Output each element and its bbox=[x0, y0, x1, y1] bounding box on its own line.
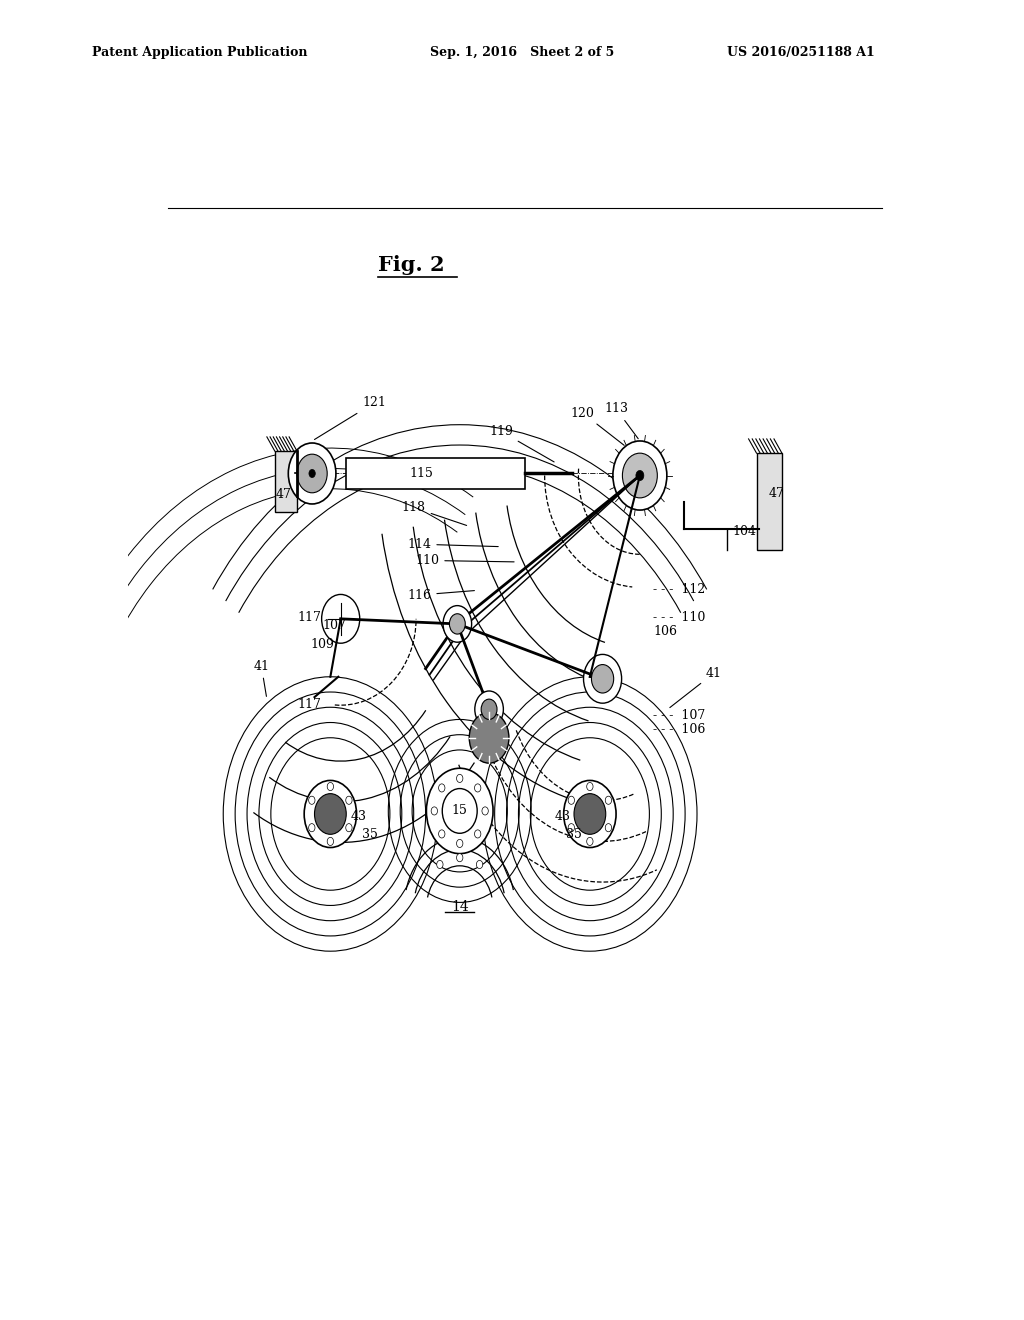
Circle shape bbox=[346, 824, 352, 832]
Circle shape bbox=[297, 454, 328, 492]
Circle shape bbox=[426, 768, 494, 854]
Bar bbox=[757, 453, 782, 549]
Text: - - -  112: - - - 112 bbox=[653, 583, 706, 595]
Circle shape bbox=[475, 690, 504, 727]
Circle shape bbox=[438, 784, 445, 792]
Text: 109: 109 bbox=[310, 638, 334, 651]
Text: 115: 115 bbox=[410, 467, 433, 480]
Text: 113: 113 bbox=[604, 403, 638, 438]
Circle shape bbox=[584, 655, 622, 704]
Circle shape bbox=[436, 861, 443, 869]
Circle shape bbox=[568, 796, 574, 804]
Circle shape bbox=[457, 840, 463, 847]
Text: 43: 43 bbox=[350, 809, 367, 822]
Circle shape bbox=[309, 470, 315, 478]
Text: - - -  106: - - - 106 bbox=[653, 723, 706, 737]
Text: 116: 116 bbox=[408, 589, 474, 602]
Circle shape bbox=[457, 854, 463, 862]
Text: 110: 110 bbox=[416, 554, 514, 568]
Circle shape bbox=[476, 861, 482, 869]
Text: 120: 120 bbox=[570, 407, 625, 445]
Text: US 2016/0251188 A1: US 2016/0251188 A1 bbox=[727, 46, 874, 59]
Text: 43: 43 bbox=[555, 809, 571, 822]
Circle shape bbox=[474, 784, 481, 792]
Circle shape bbox=[481, 700, 497, 719]
Circle shape bbox=[469, 713, 509, 763]
Circle shape bbox=[322, 594, 359, 643]
Text: 119: 119 bbox=[489, 425, 554, 462]
Circle shape bbox=[443, 606, 472, 643]
Bar bbox=[274, 451, 297, 512]
Circle shape bbox=[605, 824, 611, 832]
Circle shape bbox=[328, 783, 334, 791]
Circle shape bbox=[438, 830, 445, 838]
Text: - - -  107: - - - 107 bbox=[653, 709, 706, 722]
Circle shape bbox=[314, 793, 346, 834]
Text: 106: 106 bbox=[653, 624, 677, 638]
Text: 47: 47 bbox=[768, 487, 784, 500]
Circle shape bbox=[346, 796, 352, 804]
Circle shape bbox=[431, 807, 437, 814]
Text: 41: 41 bbox=[253, 660, 269, 697]
Circle shape bbox=[613, 441, 667, 510]
Circle shape bbox=[605, 796, 611, 804]
Text: 114: 114 bbox=[408, 537, 499, 550]
Text: 35: 35 bbox=[362, 828, 378, 841]
Circle shape bbox=[563, 780, 616, 847]
Circle shape bbox=[587, 837, 593, 846]
Circle shape bbox=[304, 780, 356, 847]
Text: 104: 104 bbox=[733, 525, 757, 539]
Circle shape bbox=[308, 796, 315, 804]
Circle shape bbox=[289, 444, 336, 504]
Text: 117: 117 bbox=[297, 698, 321, 710]
Circle shape bbox=[450, 614, 465, 634]
Circle shape bbox=[442, 788, 477, 833]
Circle shape bbox=[574, 793, 606, 834]
Text: 117: 117 bbox=[297, 611, 321, 624]
Text: Patent Application Publication: Patent Application Publication bbox=[92, 46, 307, 59]
Text: Sep. 1, 2016   Sheet 2 of 5: Sep. 1, 2016 Sheet 2 of 5 bbox=[430, 46, 614, 59]
Circle shape bbox=[587, 783, 593, 791]
Bar bbox=[346, 458, 524, 488]
Text: 47: 47 bbox=[275, 488, 292, 502]
Circle shape bbox=[457, 775, 463, 783]
Circle shape bbox=[328, 837, 334, 846]
Text: - - -  110: - - - 110 bbox=[653, 611, 706, 624]
Circle shape bbox=[592, 664, 613, 693]
Text: 107: 107 bbox=[323, 619, 346, 632]
Circle shape bbox=[308, 824, 315, 832]
Text: 14: 14 bbox=[451, 900, 469, 915]
Circle shape bbox=[568, 824, 574, 832]
Circle shape bbox=[623, 453, 657, 498]
Circle shape bbox=[474, 830, 481, 838]
Circle shape bbox=[482, 807, 488, 814]
Text: 41: 41 bbox=[670, 667, 722, 708]
Text: Fig. 2: Fig. 2 bbox=[378, 255, 444, 276]
Text: 121: 121 bbox=[314, 396, 386, 440]
Text: 15: 15 bbox=[452, 804, 468, 817]
Circle shape bbox=[636, 470, 644, 480]
Text: 35: 35 bbox=[566, 828, 582, 841]
Text: 118: 118 bbox=[401, 502, 467, 525]
